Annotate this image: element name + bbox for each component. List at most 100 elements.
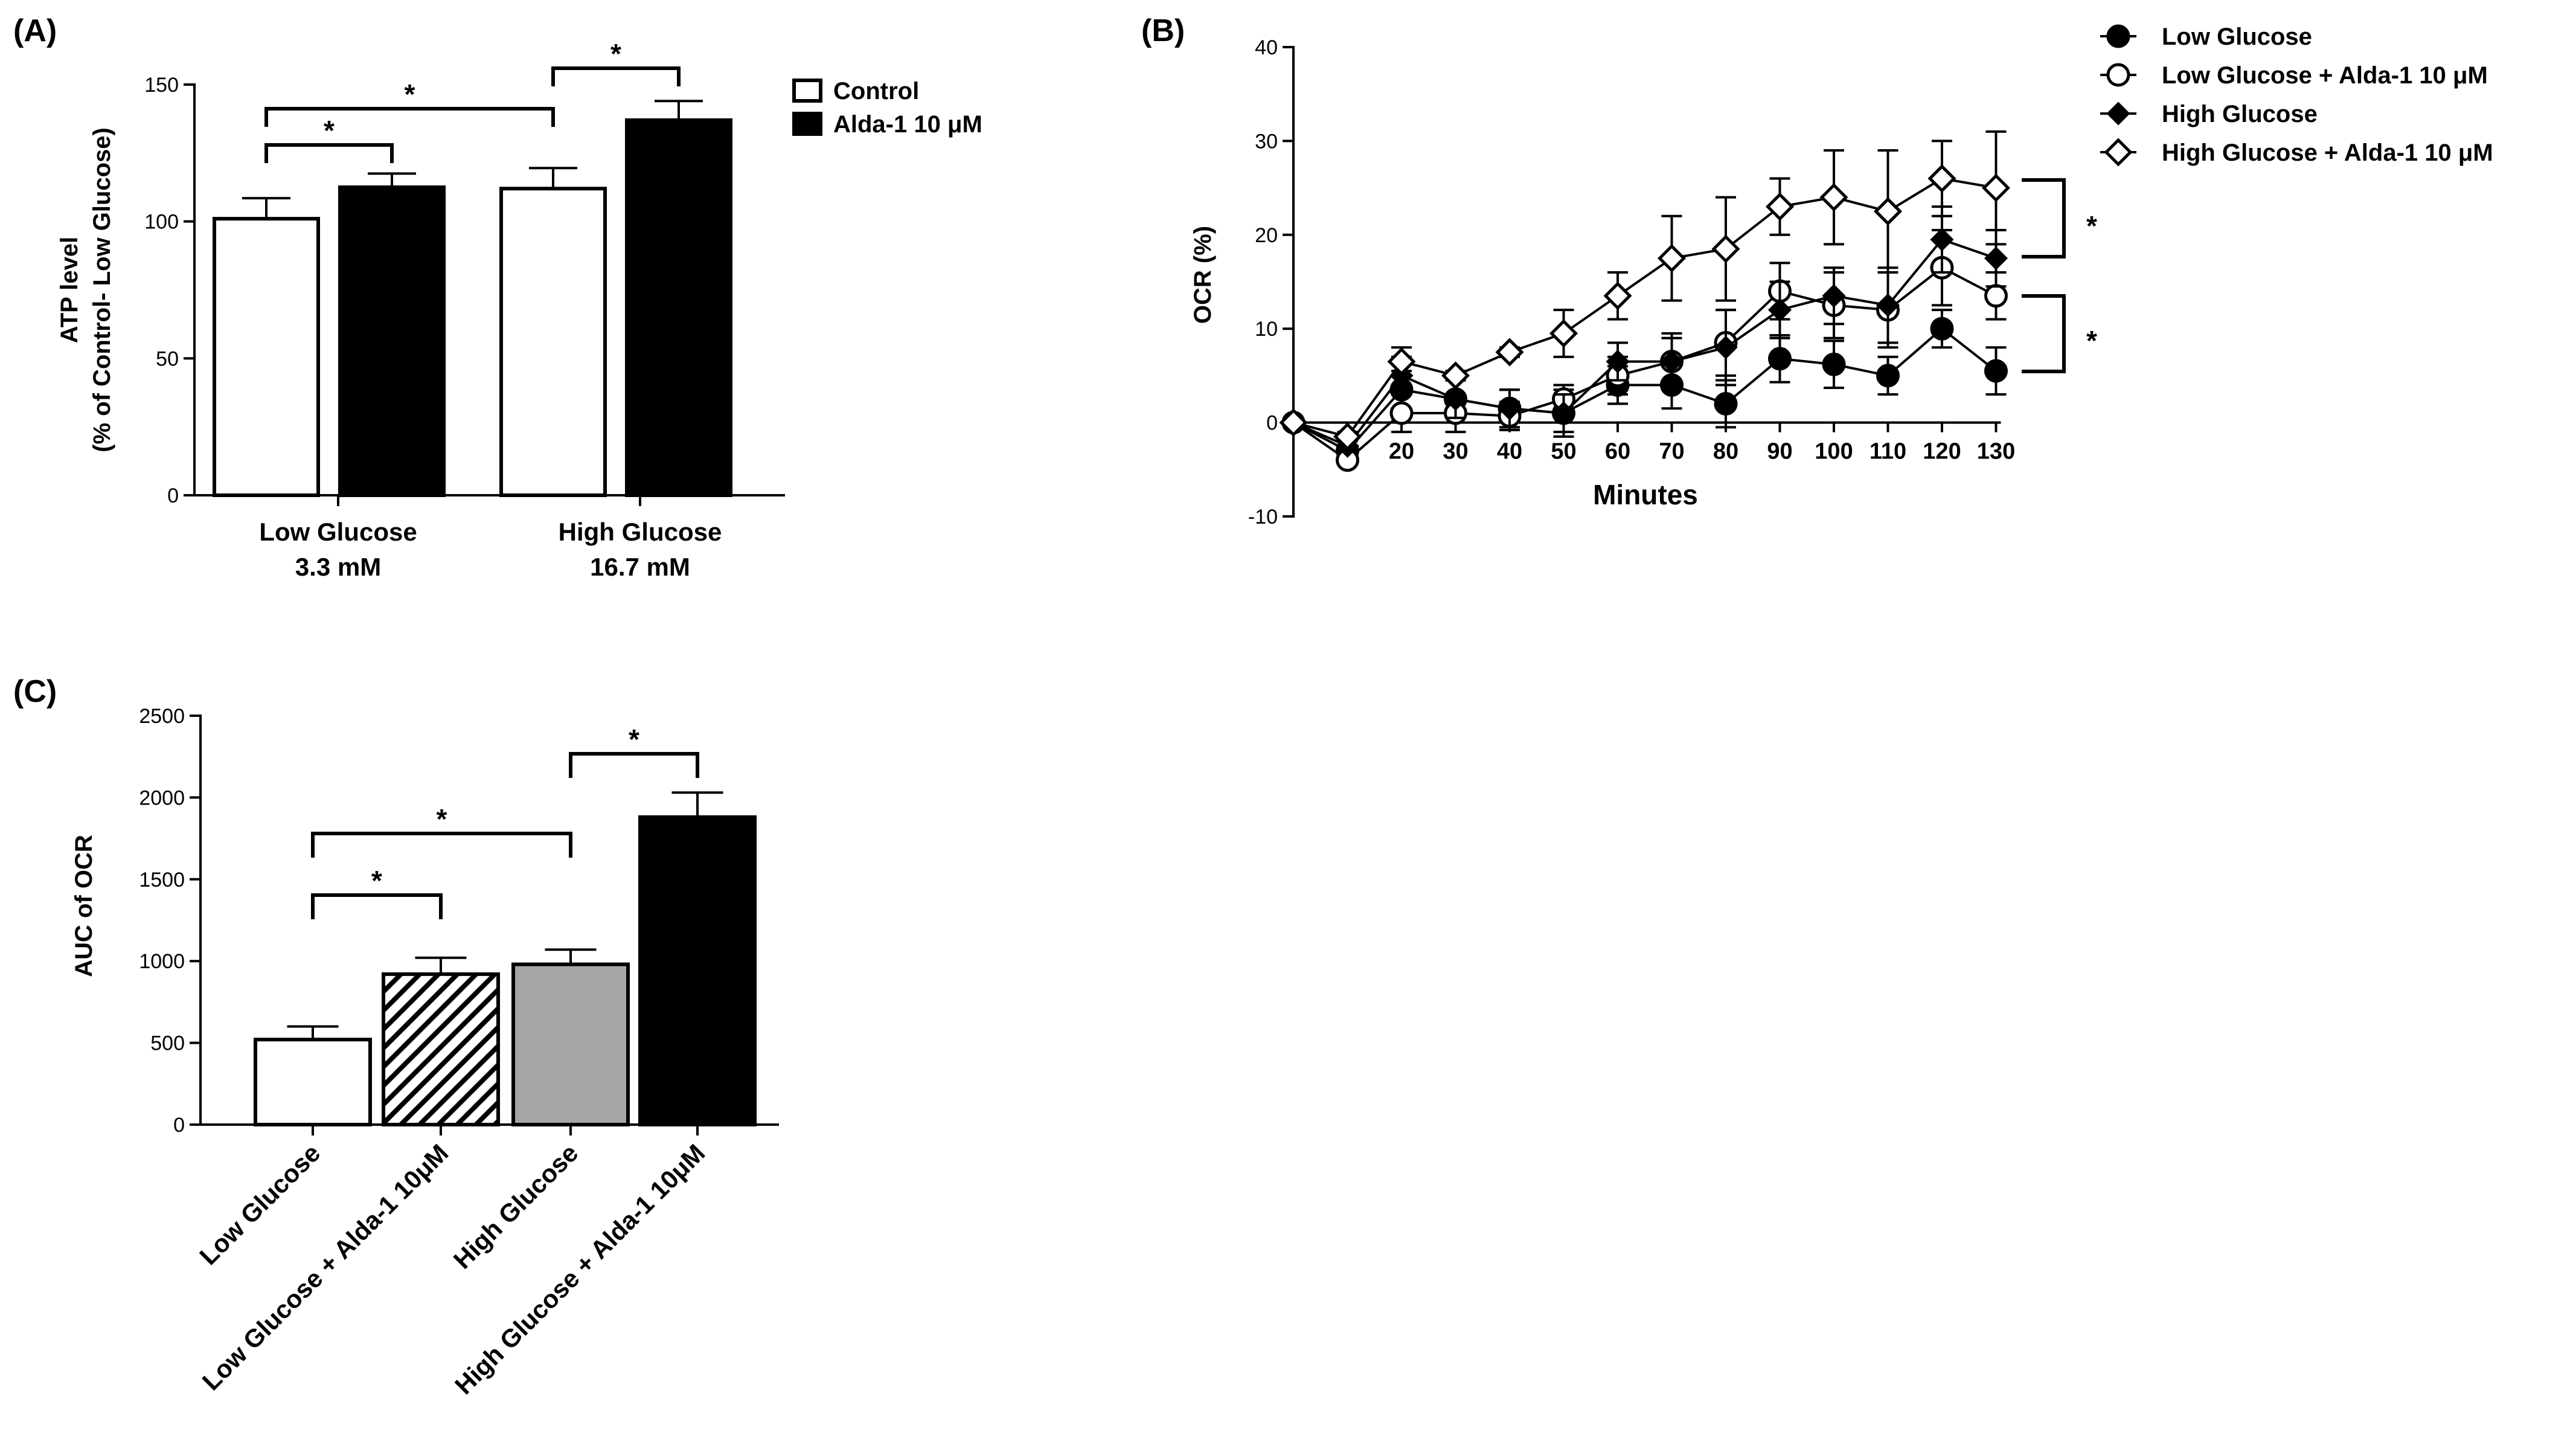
panel-b-legend-marker <box>2104 138 2133 167</box>
panel-b-x-tick-label: 50 <box>1551 439 1576 464</box>
panel-b-ylabel: OCR (%) <box>1190 226 1216 324</box>
panel-c-bars <box>254 791 757 1127</box>
panel-a-asterisk: * <box>610 38 621 69</box>
panel-b-series-1-point <box>1930 316 1954 341</box>
panel-b-series-3-point <box>1714 335 1738 359</box>
panel-a: (A) ATP level (% of Control- Low Glucose… <box>13 13 982 581</box>
panel-a-bracket <box>264 107 555 127</box>
panel-b-series-4-point <box>1387 347 1416 376</box>
panel-b-x-tick-label: 90 <box>1767 439 1792 464</box>
panel-a-y-tick-label: 100 <box>144 211 179 234</box>
panel-b-y-tick-label: 30 <box>1255 130 1278 153</box>
panel-c-category-label: Low Glucose + Alda-1 10μM <box>197 1139 454 1396</box>
panel-b-x-tick-label: 40 <box>1497 439 1522 464</box>
panel-b-series-3-point <box>1498 396 1522 420</box>
panel-b: (B) OCR (%) Minutes -10 0 10 20 30 40 20 30 40 50… <box>1141 13 2493 528</box>
panel-a-legend: Control Alda-1 10 μM <box>792 78 982 138</box>
panel-a-bar-control-high <box>499 187 607 497</box>
panel-b-series-4-point <box>1765 192 1795 221</box>
panel-b-series-1-point <box>1714 392 1738 416</box>
panel-b-x-tick-label: 30 <box>1443 439 1468 464</box>
panel-b-y-tick-label: 20 <box>1255 224 1278 247</box>
panel-b-y-tick-label: 0 <box>1266 412 1278 435</box>
panel-a-y-tick-label: 0 <box>167 484 179 507</box>
panel-a-bar-control-low <box>213 217 320 497</box>
panel-c-category-label: High Glucose <box>448 1139 584 1274</box>
panel-b-x-tick-label: 70 <box>1659 439 1684 464</box>
panel-c-asterisk: * <box>629 724 639 755</box>
panel-b-legend-label: High Glucose + Alda-1 10 μM <box>2162 140 2493 166</box>
panel-b-series-1-point <box>1768 347 1792 371</box>
panel-c-y-tick-label: 500 <box>150 1032 185 1055</box>
panel-a-label: (A) <box>13 13 57 48</box>
panel-b-legend: Low Glucose Low Glucose + Alda-1 10 μM Hig… <box>2100 24 2493 167</box>
panel-a-asterisk: * <box>324 115 335 146</box>
panel-c-y-tick-label: 2500 <box>139 705 185 728</box>
panel-c-significance: * * * <box>311 724 699 919</box>
panel-b-series-3-point <box>1551 401 1576 425</box>
panel-b-series-4-point <box>1657 244 1687 273</box>
panel-b-series-4-point <box>1927 164 1956 193</box>
panel-b-y-tick-label: -10 <box>1248 506 1278 528</box>
panel-a-category-label: 3.3 mM <box>295 553 381 581</box>
panel-c-bar-2 <box>382 972 500 1127</box>
panel-b-x-tick-label: 100 <box>1815 439 1853 464</box>
panel-a-legend-swatch <box>792 79 822 103</box>
panel-c-ylabel: AUC of OCR <box>71 835 97 977</box>
panel-b-series-4-point <box>1495 338 1524 367</box>
panel-c-asterisk: * <box>371 865 382 896</box>
panel-a-legend-swatch <box>792 112 822 136</box>
panel-b-series-2 <box>1281 229 2008 472</box>
panel-b-series-1-point <box>1984 359 2008 383</box>
panel-c-bracket <box>311 893 443 919</box>
panel-a-ylabel: ATP level <box>56 237 83 343</box>
panel-b-asterisk: * <box>2086 210 2097 242</box>
panel-b-x-tick-label: 130 <box>1977 439 2015 464</box>
panel-c-y-tick-label: 1000 <box>139 950 185 973</box>
panel-b-series-2-point <box>1984 284 2008 308</box>
panel-c-bracket <box>569 752 699 778</box>
panel-b-series-4-point <box>1441 361 1470 390</box>
panel-b-legend-marker <box>2106 24 2130 48</box>
panel-c-category-label: High Glucose + Alda-1 10μM <box>449 1139 710 1399</box>
panel-b-bracket <box>2022 178 2066 259</box>
panel-a-legend-label: Alda-1 10 μM <box>833 111 982 138</box>
panel-b-series-3-point <box>1984 246 2008 271</box>
panel-a-category-label: High Glucose <box>559 518 722 546</box>
panel-b-y-tick-label: 10 <box>1255 318 1278 341</box>
panel-c-y-tick-label: 0 <box>173 1114 185 1137</box>
panel-b-series-2-point <box>1389 401 1414 425</box>
panel-b-series-3-point <box>1606 350 1630 374</box>
panel-b-legend-marker <box>2106 101 2130 126</box>
panel-b-series-4-point <box>1711 234 1740 263</box>
panel-a-asterisk: * <box>405 79 415 110</box>
panel-c-bar-3 <box>511 962 630 1126</box>
panel-b-significance: ** <box>2022 178 2097 373</box>
panel-b-x-tick-label: 120 <box>1923 439 1961 464</box>
panel-b-series-4-point <box>1981 173 2011 202</box>
panel-b-x-tick-label: 60 <box>1605 439 1630 464</box>
panel-a-y-tick-label: 150 <box>144 74 179 97</box>
panel-b-axes: -10 0 10 20 30 40 20 30 40 50 60 70 80 90 100 110 120 130 <box>1248 36 2015 528</box>
panel-b-series-1-point <box>1876 364 1900 388</box>
panel-b-series-4-point <box>1873 197 1903 226</box>
panel-b-asterisk: * <box>2086 325 2097 356</box>
panel-c-bar-1 <box>254 1038 372 1126</box>
panel-a-bracket <box>551 66 681 86</box>
panel-c: (C) AUC of OCR 0 500 1000 1500 2000 2500 Low G… <box>13 674 779 1399</box>
panel-b-x-tick-label: 80 <box>1713 439 1738 464</box>
panel-b-y-tick-label: 40 <box>1255 36 1278 59</box>
panel-c-y-tick-label: 1500 <box>139 869 185 891</box>
panel-b-series-1-point <box>1822 352 1846 376</box>
panel-b-series-4-point <box>1549 319 1578 348</box>
panel-b-series-3-point <box>1822 284 1846 308</box>
panel-b-series-3-point <box>1767 298 1792 322</box>
panel-b-series-3-point <box>1930 228 1954 252</box>
panel-a-y-tick-label: 50 <box>156 347 179 370</box>
panel-b-x-tick-label: 110 <box>1870 439 1906 464</box>
panel-a-bracket <box>264 143 394 163</box>
panel-b-legend-label: High Glucose <box>2162 101 2318 127</box>
panel-b-series-4-point <box>1333 422 1362 451</box>
panel-b-series-4 <box>1279 130 2011 451</box>
